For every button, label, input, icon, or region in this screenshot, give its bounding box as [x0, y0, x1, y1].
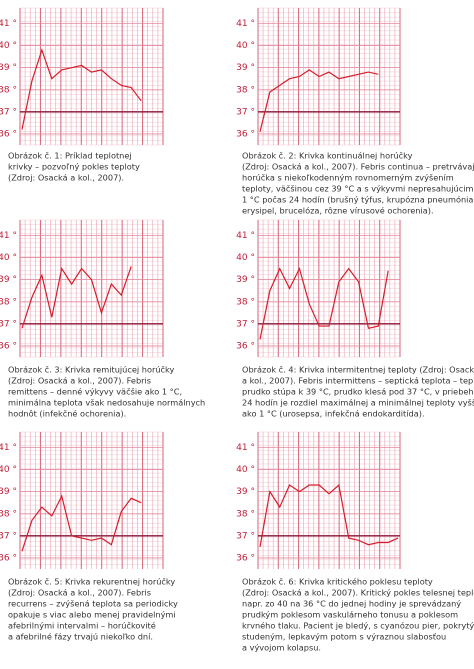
caption-line: Obrázok č. 1: Príklad teplotnej — [8, 151, 132, 161]
caption-line: opakuje s viac alebo menej pravidelnými — [8, 610, 176, 620]
temperature-curve — [21, 266, 132, 329]
y-tick-label: 40 ° — [236, 41, 255, 51]
caption-line: (Zdroj: Osacká a kol., 2007). Febris — [8, 588, 151, 598]
y-tick-label: 40 ° — [0, 253, 17, 263]
y-tick-label: 39 ° — [0, 487, 17, 497]
y-tick-label: 39 ° — [236, 275, 255, 285]
y-tick-label: 41 ° — [0, 231, 17, 241]
temperature-curve — [21, 48, 142, 130]
y-tick-label: 41 ° — [236, 19, 255, 29]
y-tick-label: 41 ° — [0, 19, 17, 29]
temperature-chart: 36 ° 37 ° 38 ° 39 ° 40 ° 41 ° Obrázok č. 6: Kr… — [236, 431, 474, 653]
caption-line: afebrilnými intervalmi – horúčkovité — [8, 621, 156, 631]
y-tick-label: 41 ° — [0, 443, 17, 453]
caption-line: horúčka s niekoľkodenným rovnomerným zvý… — [242, 173, 454, 183]
caption-line: Obrázok č. 4: Krivka intermitentnej tepl… — [242, 365, 474, 375]
y-tick-label: 37 ° — [236, 319, 255, 329]
y-tick-label: 38 ° — [236, 85, 255, 95]
y-tick-label: 37 ° — [0, 319, 17, 329]
y-tick-label: 37 ° — [236, 531, 255, 541]
temperature-chart: 36 ° 37 ° 38 ° 39 ° 40 ° 41 ° Obrázok č. 3: Kr… — [0, 219, 205, 419]
temperature-chart: 36 ° 37 ° 38 ° 39 ° 40 ° 41 ° Obrázok č. 1: Pr… — [0, 7, 164, 183]
caption-line: 1 °C počas 24 hodín (brušný týfus, krupó… — [242, 195, 474, 205]
caption-line: krivky – pozvoľný pokles teploty — [8, 162, 140, 172]
caption-line: krvného tlaku. Pacient je bledý, s cyanó… — [242, 621, 474, 631]
y-tick-label: 41 ° — [236, 443, 255, 453]
caption-line: a kol., 2007). Febris intermittens – sep… — [242, 376, 474, 386]
y-tick-label: 38 ° — [236, 509, 255, 519]
temperature-curve — [21, 494, 142, 552]
y-tick-label: 39 ° — [236, 63, 255, 73]
caption-line: minimálna teplota však nedosahuje normál… — [8, 398, 205, 408]
y-tick-label: 39 ° — [0, 275, 17, 285]
y-tick-label: 36 ° — [0, 553, 17, 563]
y-tick-label: 38 ° — [0, 85, 17, 95]
caption-line: Obrázok č. 2: Krivka kontinuálnej horúčk… — [242, 151, 413, 161]
y-tick-label: 40 ° — [236, 253, 255, 263]
y-tick-label: 40 ° — [0, 465, 17, 475]
y-tick-label: 36 ° — [236, 553, 255, 563]
caption-line: prudkým poklesom vaskulárneho tonusu a p… — [242, 610, 458, 620]
y-tick-label: 41 ° — [236, 231, 255, 241]
caption-line: (Zdroj: Osacká a kol., 2007). — [8, 173, 124, 183]
y-tick-label: 38 ° — [236, 297, 255, 307]
y-tick-label: 37 ° — [0, 107, 17, 117]
temperature-chart: 36 ° 37 ° 38 ° 39 ° 40 ° 41 ° Obrázok č. 5: Kr… — [0, 431, 178, 642]
caption-line: remittens – denné výkyvy väčšie ako 1 °C… — [8, 387, 182, 397]
caption-line: teploty, väčšinou cez 39 °C a s výkyvmi … — [242, 184, 474, 194]
caption-line: hodnôt (infekčné ochorenia). — [8, 409, 126, 419]
caption-line: erysipel, brucelóza, rôzne vírusové ocho… — [242, 206, 434, 216]
y-tick-label: 37 ° — [236, 107, 255, 117]
temperature-curve — [259, 69, 379, 132]
y-tick-label: 37 ° — [0, 531, 17, 541]
y-tick-label: 39 ° — [236, 487, 255, 497]
caption-line: a vývojom kolapsu. — [242, 643, 321, 653]
temperature-curve — [259, 483, 399, 548]
temperature-chart: 36 ° 37 ° 38 ° 39 ° 40 ° 41 ° Obrázok č. 2: Kr… — [236, 7, 474, 216]
y-tick-label: 36 ° — [236, 129, 255, 139]
caption-line: napr. zo 40 na 36 °C do jednej hodiny je… — [242, 599, 461, 609]
caption-line: Obrázok č. 6: Krivka kritického poklesu … — [242, 577, 433, 587]
y-tick-label: 40 ° — [0, 41, 17, 51]
y-tick-label: 36 ° — [0, 341, 17, 351]
caption-line: 24 hodín je rozdiel maximálnej a minimál… — [242, 398, 474, 408]
caption-line: (Zdroj: Osacká a kol., 2007). Kritický p… — [242, 588, 474, 598]
y-tick-label: 36 ° — [0, 129, 17, 139]
y-tick-label: 36 ° — [236, 341, 255, 351]
caption-line: studeným, lepkavým potom s výraznou slab… — [242, 632, 446, 642]
caption-line: Obrázok č. 3: Krivka remitujúcej horúčky — [8, 365, 174, 375]
caption-line: Obrázok č. 5: Krivka rekurentnej horúčky — [8, 577, 175, 587]
y-tick-label: 38 ° — [0, 297, 17, 307]
y-tick-label: 40 ° — [236, 465, 255, 475]
caption-line: prudko stúpa k 39 °C, prudko klesá pod 3… — [242, 387, 474, 397]
caption-line: ako 1 °C (urosepsa, infekčná endokardití… — [242, 409, 425, 419]
temperature-chart: 36 ° 37 ° 38 ° 39 ° 40 ° 41 ° Obrázok č. 4: Kr… — [236, 219, 474, 419]
caption-line: (Zdroj: Osacká a kol., 2007). Febris — [8, 376, 151, 386]
temperature-curve — [259, 266, 389, 340]
y-tick-label: 39 ° — [0, 63, 17, 73]
caption-line: recurrens – zvýšená teplota sa periodick… — [8, 599, 178, 609]
caption-line: (Zdroj: Osacká a kol., 2007). Febris con… — [242, 162, 474, 172]
y-tick-label: 38 ° — [0, 509, 17, 519]
caption-line: a afebrilné fázy trvajú niekoľko dní. — [8, 632, 153, 642]
